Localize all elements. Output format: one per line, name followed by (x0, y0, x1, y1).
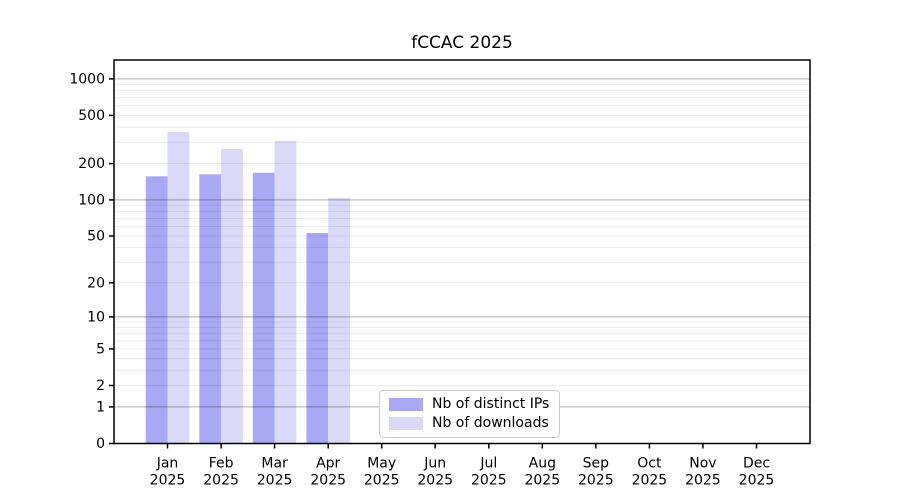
x-tick-label-aug: Aug 2025 (524, 456, 560, 489)
x-tick-label-may: May 2025 (364, 456, 400, 489)
x-tick-label-sep: Sep 2025 (578, 456, 614, 489)
x-tick-label-apr: Apr 2025 (310, 456, 346, 489)
legend-swatch-downloads (389, 417, 423, 430)
x-tick-label-oct: Oct 2025 (632, 456, 668, 489)
bar-apr-distinct-ips (306, 233, 329, 444)
x-tick-label-jul: Jul 2025 (471, 456, 507, 489)
y-tick-label: 1 (96, 399, 105, 415)
bar-feb-distinct-ips (199, 174, 222, 444)
y-tick-label: 2 (96, 378, 105, 394)
y-tick-label: 1000 (69, 71, 105, 87)
bar-feb-downloads (221, 149, 243, 444)
y-tick-label: 200 (78, 156, 105, 172)
x-tick-label-nov: Nov 2025 (685, 456, 721, 489)
legend: Nb of distinct IPs Nb of downloads (379, 390, 561, 438)
legend-item-distinct-ips: Nb of distinct IPs (389, 397, 549, 412)
y-tick-label: 100 (78, 192, 105, 208)
x-tick-label-feb: Feb 2025 (203, 456, 239, 489)
x-tick-label-mar: Mar 2025 (257, 456, 293, 489)
y-tick-label: 50 (87, 229, 105, 245)
x-tick-label-dec: Dec 2025 (739, 456, 775, 489)
chart-title: fCCAC 2025 (411, 33, 513, 53)
legend-label: Nb of distinct IPs (432, 396, 550, 412)
legend-label: Nb of downloads (432, 415, 549, 431)
legend-swatch-distinct-ips (389, 398, 423, 411)
bar-mar-distinct-ips (252, 172, 275, 444)
bar-jan-downloads (167, 132, 190, 444)
y-tick-label: 0 (96, 436, 105, 452)
plot-border (113, 59, 811, 445)
y-tick-label: 5 (96, 341, 105, 357)
bar-mar-downloads (274, 140, 297, 444)
bar-jan-distinct-ips (145, 176, 168, 444)
x-tick-label-jan: Jan 2025 (150, 456, 186, 489)
y-tick-label: 500 (78, 108, 105, 124)
legend-item-downloads: Nb of downloads (389, 416, 549, 431)
y-tick-label: 10 (87, 309, 105, 325)
x-tick-label-jun: Jun 2025 (417, 456, 453, 489)
bar-apr-downloads (328, 197, 350, 444)
y-tick-label: 20 (87, 275, 105, 291)
